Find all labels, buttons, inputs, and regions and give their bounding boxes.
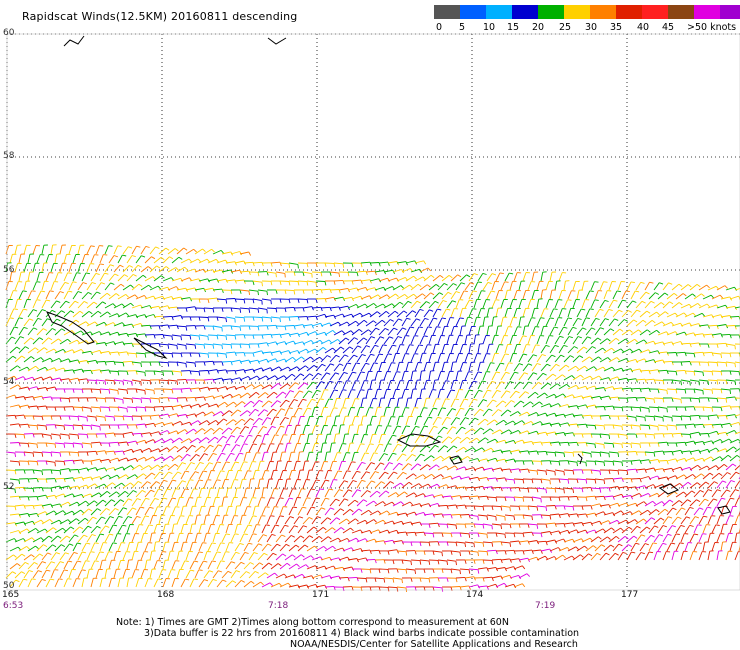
footnote-line-1: Note: 1) Times are GMT 2)Times along bot… bbox=[116, 617, 509, 628]
legend-swatch bbox=[616, 5, 642, 19]
wind-speed-legend: 0 5 10 15 20 25 30 35 40 45 >50 knots bbox=[434, 5, 740, 35]
island-bering bbox=[45, 311, 95, 345]
legend-label: 45 bbox=[662, 22, 675, 33]
lat-label: 52 bbox=[3, 482, 15, 492]
lon-label: 174 bbox=[466, 590, 484, 600]
map-title: Rapidscat Winds(12.5KM) 20160811 descend… bbox=[22, 10, 298, 23]
legend-swatch bbox=[720, 5, 740, 19]
lon-label: 171 bbox=[312, 590, 330, 600]
island-medny bbox=[133, 337, 168, 359]
legend-swatch bbox=[538, 5, 564, 19]
lon-label: 177 bbox=[621, 590, 639, 600]
lat-label: 58 bbox=[3, 151, 15, 161]
map-frame bbox=[6, 33, 740, 591]
legend-swatch bbox=[668, 5, 694, 19]
legend-swatch bbox=[590, 5, 616, 19]
lon-label: 165 bbox=[2, 590, 20, 600]
legend-label: 30 bbox=[585, 22, 598, 33]
legend-labels: 0 5 10 15 20 25 30 35 40 45 >50 knots bbox=[434, 22, 740, 34]
legend-swatch bbox=[642, 5, 668, 19]
footnote-line-2: 3)Data buffer is 22 hrs from 20160811 4)… bbox=[144, 628, 580, 639]
lat-label: 56 bbox=[3, 265, 15, 275]
lat-label: 50 bbox=[3, 581, 15, 591]
time-label: 7:19 bbox=[535, 601, 556, 611]
island-near bbox=[396, 433, 463, 465]
wind-barbs bbox=[5, 244, 740, 592]
legend-label: 10 bbox=[483, 22, 496, 33]
lat-label: 54 bbox=[3, 377, 15, 387]
time-label: 6:53 bbox=[3, 601, 24, 611]
legend-label: 25 bbox=[559, 22, 572, 33]
legend-label: 40 bbox=[637, 22, 650, 33]
legend-label: 15 bbox=[507, 22, 520, 33]
legend-label: >50 knots bbox=[687, 22, 737, 33]
legend-swatch bbox=[434, 5, 460, 19]
lon-label: 168 bbox=[157, 590, 175, 600]
legend-swatch bbox=[486, 5, 512, 19]
legend-swatch bbox=[564, 5, 590, 19]
legend-swatch bbox=[512, 5, 538, 19]
time-label: 7:18 bbox=[268, 601, 289, 611]
legend-label: 5 bbox=[459, 22, 466, 33]
legend-swatch bbox=[694, 5, 720, 19]
footnote-line-3: NOAA/NESDIS/Center for Satellite Applica… bbox=[290, 639, 578, 650]
legend-swatch bbox=[460, 5, 486, 19]
legend-label: 0 bbox=[436, 22, 443, 33]
legend-label: 35 bbox=[610, 22, 623, 33]
lat-label: 60 bbox=[3, 28, 15, 38]
coastline-siberia bbox=[63, 35, 287, 47]
legend-color-bar bbox=[434, 5, 740, 19]
coastlines bbox=[45, 35, 731, 515]
island-small bbox=[577, 453, 731, 515]
legend-label: 20 bbox=[532, 22, 545, 33]
